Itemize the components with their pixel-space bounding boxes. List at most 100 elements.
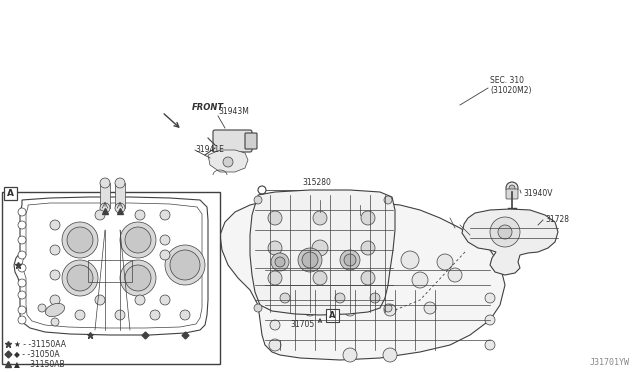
Text: J31701YW: J31701YW: [590, 358, 630, 367]
Text: (31020M2): (31020M2): [490, 86, 531, 95]
Circle shape: [268, 241, 282, 255]
Circle shape: [313, 211, 327, 225]
Circle shape: [50, 245, 60, 255]
Circle shape: [304, 304, 316, 316]
Circle shape: [100, 178, 110, 188]
Text: FRONT: FRONT: [192, 103, 224, 112]
Polygon shape: [462, 209, 558, 275]
Circle shape: [448, 268, 462, 282]
Circle shape: [383, 348, 397, 362]
Circle shape: [498, 225, 512, 239]
Circle shape: [270, 320, 280, 330]
Circle shape: [384, 196, 392, 204]
Circle shape: [160, 250, 170, 260]
Circle shape: [485, 315, 495, 325]
Circle shape: [292, 272, 308, 288]
Text: ★ - -31150AA: ★ - -31150AA: [14, 340, 66, 349]
Circle shape: [115, 203, 125, 213]
Circle shape: [18, 306, 26, 314]
Circle shape: [506, 182, 518, 194]
Circle shape: [372, 272, 388, 288]
Circle shape: [50, 220, 60, 230]
Circle shape: [344, 254, 356, 266]
Circle shape: [268, 271, 282, 285]
Bar: [2, 192, 220, 364]
Text: A: A: [7, 189, 14, 199]
Circle shape: [115, 310, 125, 320]
Circle shape: [18, 316, 26, 324]
Circle shape: [384, 304, 396, 316]
Circle shape: [412, 272, 428, 288]
Circle shape: [268, 211, 282, 225]
Bar: [88, 260, 132, 282]
Circle shape: [437, 254, 453, 270]
Circle shape: [340, 250, 360, 270]
Circle shape: [115, 178, 125, 188]
Polygon shape: [250, 190, 395, 315]
Circle shape: [125, 265, 151, 291]
Circle shape: [302, 252, 318, 268]
Text: 31705: 31705: [290, 320, 314, 329]
Text: ▲ - -31150AB: ▲ - -31150AB: [14, 359, 65, 369]
Circle shape: [270, 280, 280, 290]
FancyBboxPatch shape: [245, 133, 257, 149]
Circle shape: [67, 265, 93, 291]
Circle shape: [254, 304, 262, 312]
Circle shape: [275, 257, 285, 267]
Circle shape: [223, 157, 233, 167]
Circle shape: [120, 222, 156, 258]
Text: 315280: 315280: [302, 178, 331, 187]
Circle shape: [509, 185, 515, 191]
Circle shape: [370, 293, 380, 303]
Circle shape: [62, 260, 98, 296]
Circle shape: [270, 300, 280, 310]
Circle shape: [298, 248, 322, 272]
Circle shape: [18, 221, 26, 229]
Text: 31940V: 31940V: [523, 189, 552, 198]
Text: SEC. 310: SEC. 310: [490, 76, 524, 85]
Circle shape: [485, 293, 495, 303]
Bar: [100, 183, 110, 208]
Circle shape: [50, 295, 60, 305]
Circle shape: [490, 217, 520, 247]
Circle shape: [269, 339, 281, 351]
Circle shape: [18, 236, 26, 244]
Circle shape: [120, 260, 156, 296]
Text: 31941E: 31941E: [195, 145, 224, 154]
Polygon shape: [220, 198, 505, 360]
Circle shape: [280, 293, 290, 303]
Circle shape: [62, 222, 98, 258]
Polygon shape: [208, 150, 248, 172]
Circle shape: [361, 271, 375, 285]
Circle shape: [160, 295, 170, 305]
Polygon shape: [14, 197, 208, 335]
Circle shape: [361, 241, 375, 255]
Circle shape: [51, 318, 59, 326]
Circle shape: [75, 310, 85, 320]
Circle shape: [313, 271, 327, 285]
Circle shape: [332, 272, 348, 288]
Circle shape: [18, 279, 26, 287]
Circle shape: [95, 295, 105, 305]
Circle shape: [160, 235, 170, 245]
Circle shape: [160, 210, 170, 220]
Circle shape: [335, 293, 345, 303]
Circle shape: [125, 227, 151, 253]
FancyBboxPatch shape: [506, 189, 518, 199]
Circle shape: [485, 340, 495, 350]
Circle shape: [135, 295, 145, 305]
Circle shape: [100, 203, 110, 213]
FancyBboxPatch shape: [213, 130, 252, 152]
Circle shape: [18, 264, 26, 272]
Circle shape: [321, 251, 339, 269]
Circle shape: [38, 304, 46, 312]
Circle shape: [384, 304, 392, 312]
Text: ◆ - -31050A: ◆ - -31050A: [14, 350, 60, 359]
Circle shape: [270, 260, 280, 270]
Circle shape: [312, 240, 328, 256]
Circle shape: [95, 210, 105, 220]
Bar: [326, 309, 339, 322]
Circle shape: [170, 250, 200, 280]
Bar: [115, 183, 125, 208]
Circle shape: [343, 348, 357, 362]
